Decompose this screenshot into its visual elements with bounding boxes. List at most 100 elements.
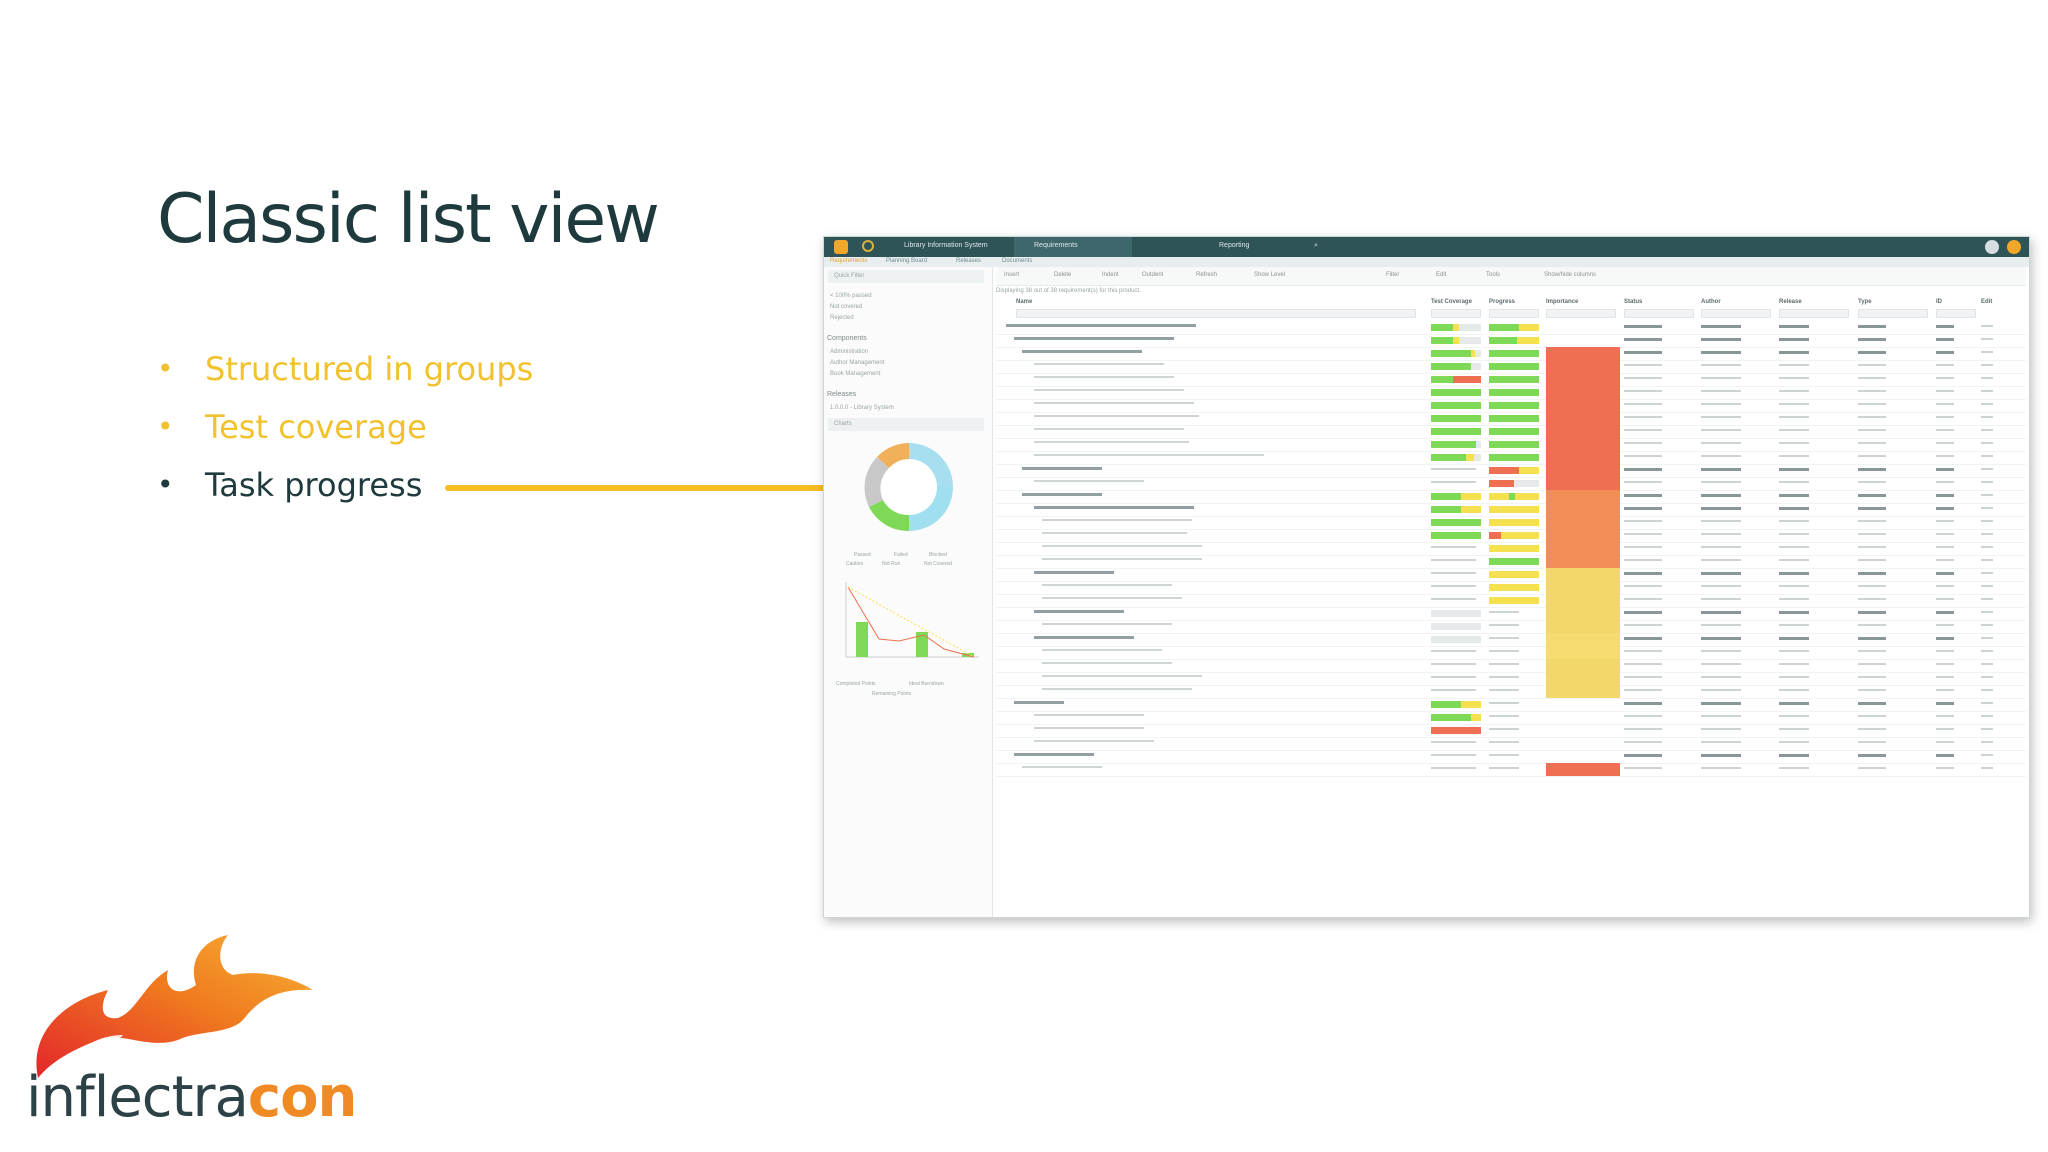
table-row[interactable]	[996, 464, 2026, 478]
column-header-id[interactable]: ID	[1936, 299, 1942, 305]
table-row[interactable]	[996, 672, 2026, 686]
row-name-text[interactable]	[1034, 363, 1164, 365]
table-row[interactable]	[996, 503, 2026, 517]
row-name-text[interactable]	[1042, 584, 1172, 586]
row-name-text[interactable]	[1022, 467, 1102, 470]
row-name-text[interactable]	[1034, 636, 1134, 639]
type-filter-select[interactable]	[1858, 309, 1928, 318]
row-name-text[interactable]	[1042, 649, 1162, 651]
table-row[interactable]	[996, 321, 2026, 335]
table-row[interactable]	[996, 581, 2026, 595]
table-row[interactable]	[996, 607, 2026, 621]
indent-button[interactable]: Indent	[1102, 272, 1119, 278]
row-name-text[interactable]	[1014, 753, 1094, 756]
column-header-author[interactable]: Author	[1701, 299, 1721, 305]
author-filter-select[interactable]	[1701, 309, 1771, 318]
table-row[interactable]	[996, 542, 2026, 556]
row-name-text[interactable]	[1042, 532, 1187, 534]
delete-button[interactable]: Delete	[1054, 272, 1072, 278]
column-header-status[interactable]: Status	[1624, 299, 1643, 305]
edit-link[interactable]	[1981, 481, 1993, 483]
edit-link[interactable]	[1981, 416, 1993, 418]
edit-link[interactable]	[1981, 533, 1993, 535]
subnav-requirements[interactable]: Requirements	[830, 258, 868, 264]
progress-filter-select[interactable]	[1489, 309, 1539, 318]
edit-link[interactable]	[1981, 429, 1993, 431]
edit-link[interactable]	[1981, 442, 1993, 444]
product-name[interactable]: Library Information System	[904, 242, 988, 249]
edit-link[interactable]	[1981, 494, 1993, 496]
importance-filter-select[interactable]	[1546, 309, 1616, 318]
edit-link[interactable]	[1981, 390, 1993, 392]
tab-reporting[interactable]: Reporting	[1219, 242, 1250, 249]
name-filter-input[interactable]	[1016, 309, 1416, 318]
table-row[interactable]	[996, 659, 2026, 673]
row-name-text[interactable]	[1022, 350, 1142, 353]
table-row[interactable]	[996, 646, 2026, 660]
column-header-edit[interactable]: Edit	[1981, 299, 1993, 305]
row-name-text[interactable]	[1034, 714, 1144, 716]
edit-link[interactable]	[1981, 364, 1993, 366]
coverage-filter-select[interactable]	[1431, 309, 1481, 318]
column-header-test-coverage[interactable]: Test Coverage	[1431, 299, 1472, 305]
table-row[interactable]	[996, 555, 2026, 569]
filter-rejected[interactable]: Rejected	[830, 315, 854, 321]
search-icon[interactable]: ⌕	[1314, 242, 1318, 249]
quick-filter-box[interactable]: Quick Filter	[828, 270, 984, 283]
row-name-text[interactable]	[1034, 506, 1194, 509]
filter-not-covered[interactable]: Not covered	[830, 304, 863, 310]
id-filter-input[interactable]	[1936, 309, 1976, 318]
table-row[interactable]	[996, 620, 2026, 634]
table-row[interactable]	[996, 568, 2026, 582]
edit-link[interactable]	[1981, 676, 1993, 678]
table-row[interactable]	[996, 399, 2026, 413]
component-book-management[interactable]: Book Management	[830, 371, 881, 377]
row-name-text[interactable]	[1042, 558, 1202, 560]
row-name-text[interactable]	[1034, 441, 1189, 443]
edit-link[interactable]	[1981, 702, 1993, 704]
edit-link[interactable]	[1981, 663, 1993, 665]
table-row[interactable]	[996, 698, 2026, 712]
edit-link[interactable]	[1981, 572, 1993, 574]
edit-link[interactable]	[1981, 520, 1993, 522]
avatar[interactable]	[1985, 240, 1999, 254]
table-row[interactable]	[996, 425, 2026, 439]
table-row[interactable]	[996, 724, 2026, 738]
edit-link[interactable]	[1981, 507, 1993, 509]
table-row[interactable]	[996, 750, 2026, 764]
subnav-planning-board[interactable]: Planning Board	[886, 258, 928, 264]
row-name-text[interactable]	[1034, 740, 1154, 742]
column-header-name[interactable]: Name	[1016, 299, 1033, 305]
row-name-text[interactable]	[1034, 610, 1124, 613]
subnav-documents[interactable]: Documents	[1002, 258, 1033, 264]
table-row[interactable]	[996, 490, 2026, 504]
edit-link[interactable]	[1981, 403, 1993, 405]
table-row[interactable]	[996, 373, 2026, 387]
table-row[interactable]	[996, 711, 2026, 725]
column-header-type[interactable]: Type	[1858, 299, 1872, 305]
table-row[interactable]	[996, 685, 2026, 699]
row-name-text[interactable]	[1022, 766, 1102, 768]
row-name-text[interactable]	[1034, 415, 1199, 417]
table-row[interactable]	[996, 763, 2026, 777]
filter-passed[interactable]: < 100% passed	[830, 293, 872, 299]
edit-link[interactable]	[1981, 351, 1993, 353]
edit-link[interactable]	[1981, 546, 1993, 548]
edit-link[interactable]	[1981, 611, 1993, 613]
table-row[interactable]	[996, 412, 2026, 426]
show-level-dropdown[interactable]: Show Level	[1254, 272, 1286, 278]
row-name-text[interactable]	[1042, 623, 1172, 625]
edit-button[interactable]: Edit	[1436, 272, 1447, 278]
filter-button[interactable]: Filter	[1386, 272, 1400, 278]
row-name-text[interactable]	[1034, 389, 1184, 391]
edit-link[interactable]	[1981, 559, 1993, 561]
row-name-text[interactable]	[1034, 428, 1184, 430]
edit-link[interactable]	[1981, 585, 1993, 587]
row-name-text[interactable]	[1006, 324, 1196, 327]
table-row[interactable]	[996, 386, 2026, 400]
column-header-release[interactable]: Release	[1779, 299, 1802, 305]
component-author-management[interactable]: Author Management	[830, 360, 885, 366]
subnav-releases[interactable]: Releases	[956, 258, 982, 264]
edit-link[interactable]	[1981, 637, 1993, 639]
edit-link[interactable]	[1981, 455, 1993, 457]
